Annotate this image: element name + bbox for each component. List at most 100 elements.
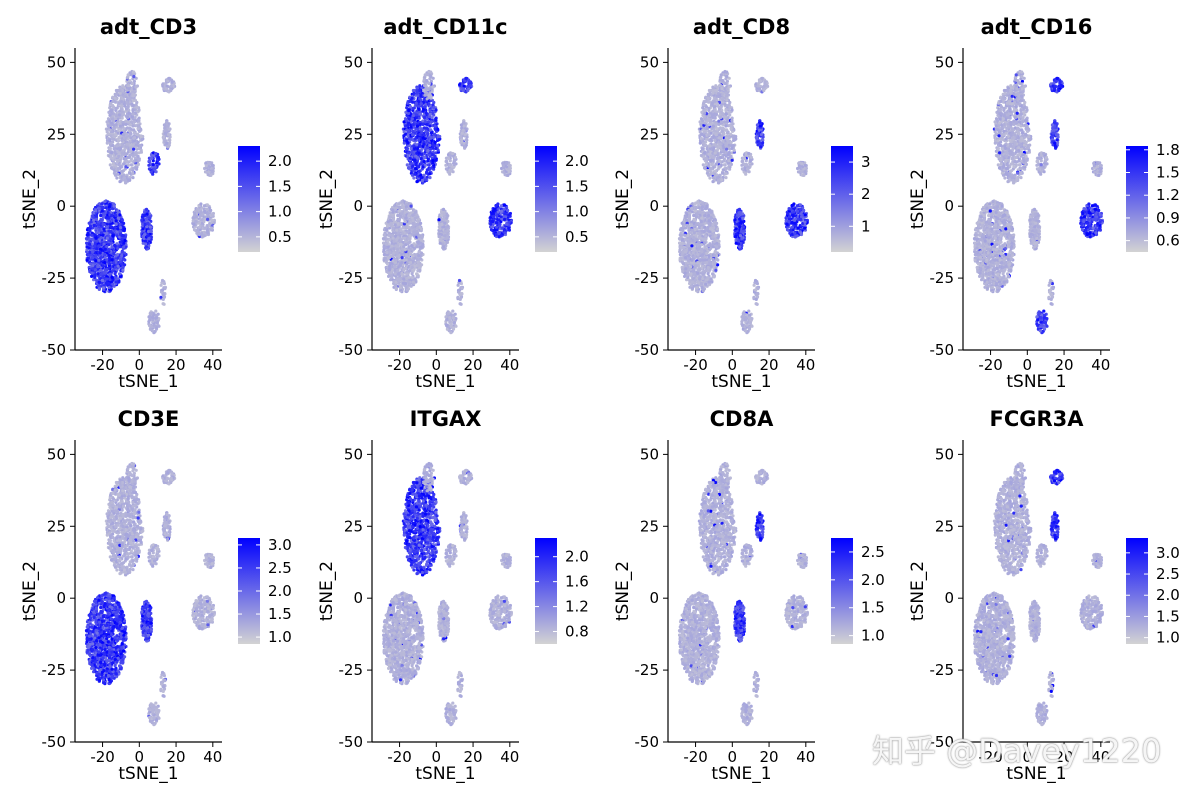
cell-point [496,202,500,206]
cell-point [113,244,117,248]
cell-point [92,223,96,228]
cell-point [407,237,411,241]
feature-panel: adt_CD11c-20 0 20 40-50-2502550tSNE_1tSNE_2… [317,15,589,392]
cell-point [118,245,122,249]
cell-point [456,283,460,287]
cell-point [122,127,126,131]
y-axis-label: tSNE_2 [20,169,40,229]
cell-point [151,163,155,167]
cell-point [404,216,408,220]
cell-point [495,214,499,218]
cell-point [436,135,440,139]
cell-point [491,215,496,219]
cell-point [405,128,409,132]
cell-point [115,230,119,234]
cell-point [110,241,114,245]
feature-panel: adt_CD3-20 0 20 40-50-2502550tSNE_1tSNE_20.… [20,15,292,392]
cell-point [88,228,92,232]
cell-point [437,218,441,222]
cell-point [200,235,204,239]
cell-point [441,207,446,211]
cell-point [423,105,427,109]
cell-point [429,131,434,135]
cell-point [422,142,426,146]
cell-point [408,234,412,238]
cell-point [121,133,125,137]
cell-point [115,91,119,95]
cell-point [97,244,101,248]
cell-point [107,285,111,290]
cell-point [419,102,423,106]
cell-point [123,263,127,267]
cell-point [498,224,502,228]
cell-point [91,238,95,242]
cell-point [400,252,404,257]
cell-point [118,124,122,128]
cell-point [403,220,407,224]
cell-point [100,272,104,276]
cell-point [137,158,141,162]
cell-point [391,208,395,213]
cell-point [127,178,131,182]
cell-point [428,70,433,74]
cell-point [117,163,121,167]
cell-point [443,221,447,225]
cell-point [101,233,105,237]
cell-point [400,200,404,204]
cell-point [391,236,395,240]
cell-point [391,226,395,231]
cell-point [433,140,437,144]
cell-point [114,129,118,133]
cell-point [497,231,501,235]
cell-point [145,217,149,221]
cell-point [415,257,419,261]
cell-point [452,321,456,325]
cell-point [424,87,428,91]
cell-point [103,261,107,265]
cell-point [460,131,464,135]
cell-point [415,180,419,184]
cell-point [426,120,431,124]
cell-point [110,275,114,279]
cell-point [396,236,400,240]
cell-point [86,256,90,260]
cell-point [127,84,131,88]
cell-point [493,228,497,232]
cell-point [392,239,396,243]
cell-point [394,220,398,224]
legend-tick-label: 1.5 [268,177,292,195]
cell-point [97,220,101,224]
cell-point [128,126,132,130]
cell-point [194,215,199,219]
cell-point [138,144,142,148]
cell-point [417,169,421,173]
cell-point [132,79,136,83]
cell-point [114,164,118,168]
cell-point [462,120,466,124]
cell-point [399,227,403,231]
cell-point [389,218,393,222]
cell-point [123,238,127,243]
cell-point [203,226,207,230]
cell-point [388,238,392,242]
cell-point [397,272,401,276]
cell-point [97,280,101,284]
cell-point [85,233,89,237]
x-tick-label: -20 [90,356,115,374]
cell-point [107,207,111,211]
cell-point [384,242,389,246]
cell-point [445,216,449,220]
cell-point [122,241,126,245]
cell-point [169,88,173,93]
cell-point [396,268,400,272]
cell-point [126,156,130,160]
cell-point [91,267,95,271]
cell-point [105,277,109,281]
cell-point [95,247,99,251]
cell-point [438,227,442,231]
cell-point [94,226,98,231]
cell-point [398,286,403,290]
cell-point [102,227,106,231]
cell-point [111,99,115,104]
cell-point [114,259,118,263]
